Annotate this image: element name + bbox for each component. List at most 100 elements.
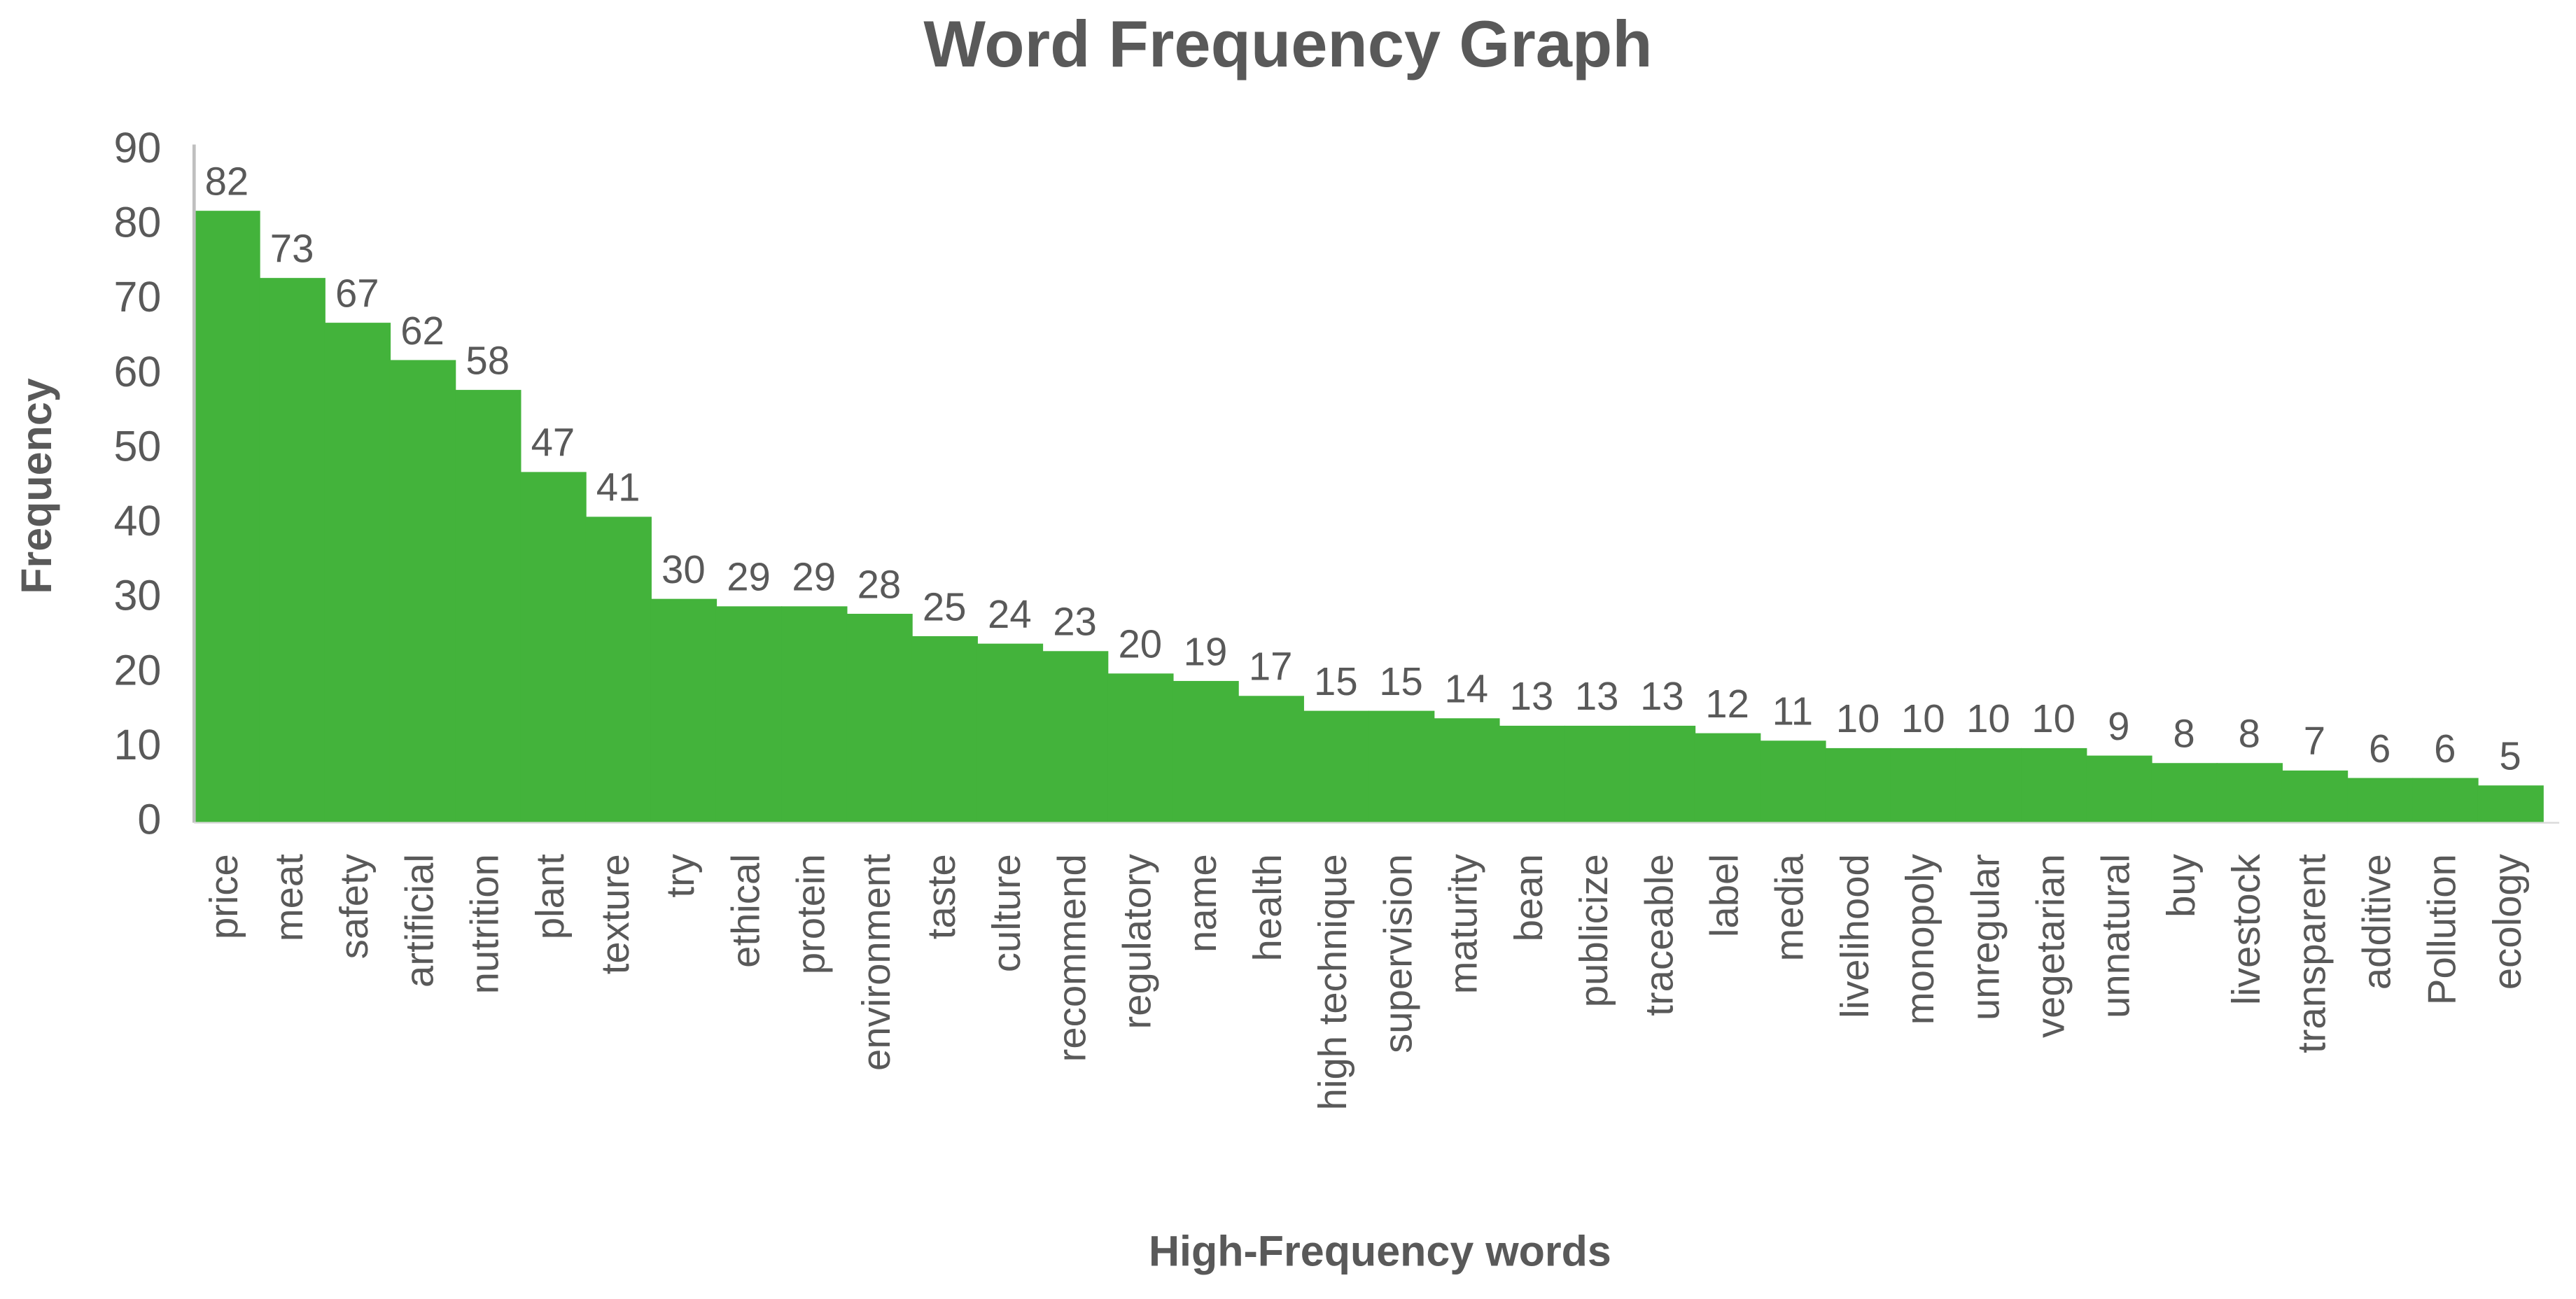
value-label: 15 [1379,659,1423,703]
value-label: 13 [1575,674,1619,718]
value-label: 67 [335,271,379,315]
value-label: 10 [1836,696,1880,740]
value-label: 8 [2173,712,2194,756]
bar [1955,747,2022,823]
bar [2347,778,2414,823]
bar [389,360,456,823]
bar [1107,673,1174,823]
bar [846,613,913,823]
x-tick-label: high technique [1310,854,1354,1110]
bar [324,323,391,823]
x-tick-label: taste [919,854,963,939]
x-tick-label: ecology [2485,853,2529,990]
bar [2086,755,2152,823]
value-label: 23 [1053,600,1097,644]
value-label: 14 [1444,667,1488,711]
value-label: 15 [1314,659,1358,703]
bar [1694,733,1761,823]
chart-title: Word Frequency Graph [923,7,1652,80]
value-label: 20 [1118,622,1162,666]
x-tick-label: try [658,853,702,897]
bar [1760,740,1826,823]
bar [1303,710,1370,823]
x-tick-label: label [1702,854,1746,937]
x-tick-label: safety [332,853,376,959]
bar [1825,747,1891,823]
bar [1890,747,1956,823]
bar [2477,785,2544,823]
value-label: 13 [1640,674,1684,718]
bar [1172,680,1239,823]
value-label: 5 [2499,734,2521,778]
x-tick-label: meat [267,854,311,942]
value-label: 29 [792,555,836,599]
value-label: 24 [988,592,1032,636]
bar [194,211,260,823]
value-label: 6 [2434,726,2456,771]
y-tick-label: 30 [114,572,162,619]
value-label: 12 [1705,682,1749,726]
x-axis-title: High-Frequency words [1149,1228,1611,1275]
bar [2151,763,2218,823]
x-tick-label: environment [854,854,898,1071]
x-tick-label: recommend [1049,854,1093,1062]
bar [2021,747,2087,823]
bar [715,606,783,823]
x-tick-label: monopoly [1898,853,1942,1025]
y-tick-label: 40 [114,497,162,545]
value-label: 13 [1510,674,1554,718]
value-label: 6 [2369,726,2390,771]
x-tick-label: unregular [1963,854,2007,1020]
value-label: 7 [2304,719,2325,763]
x-tick-label: unnatural [2094,854,2138,1018]
y-tick-label: 50 [114,423,162,470]
y-tick-label: 90 [114,124,162,171]
value-label: 10 [2031,696,2076,740]
value-label: 8 [2239,712,2260,756]
bar [585,517,652,823]
y-tick-label: 0 [137,796,161,843]
value-label: 10 [1966,696,2010,740]
value-label: 19 [1184,629,1228,673]
bar [650,598,718,823]
x-tick-label: ethical [723,854,767,968]
bar [1042,651,1109,823]
value-label: 11 [1772,689,1813,733]
x-tick-label: buy [2159,853,2203,918]
x-tick-label: vegetarian [2028,854,2072,1038]
x-tick-label: plant [528,854,572,939]
value-label: 82 [205,160,249,204]
x-tick-label: texture [593,854,637,974]
value-label: 58 [465,338,510,382]
bar [2216,763,2283,823]
y-tick-label: 80 [114,199,162,246]
x-tick-label: Pollution [2420,854,2464,1005]
x-tick-label: additive [2355,854,2399,990]
x-tick-label: maturity [1441,853,1485,994]
x-tick-label: livelihood [1833,854,1877,1018]
x-tick-label: culture [984,854,1028,972]
bar [455,390,522,823]
value-label: 62 [400,309,444,353]
x-tick-label: regulatory [1115,853,1159,1029]
x-tick-label: name [1180,854,1224,953]
bar [1629,725,1696,823]
bar [1434,718,1500,823]
value-label: 10 [1901,696,1945,740]
x-tick-label: health [1245,854,1289,961]
value-label: 28 [858,562,902,606]
x-tick-label: traceable [1637,854,1681,1016]
y-axis-title: Frequency [13,378,60,594]
x-tick-label: protein [789,854,833,974]
bar [259,278,326,823]
value-label: 73 [270,226,314,270]
bar [520,472,587,823]
y-tick-label: 20 [114,646,162,694]
y-tick-label: 10 [114,721,162,768]
x-tick-label: media [1768,853,1812,961]
bar [1368,710,1435,823]
bar [781,606,848,823]
x-tick-label: price [202,854,246,939]
bar [1499,725,1565,823]
